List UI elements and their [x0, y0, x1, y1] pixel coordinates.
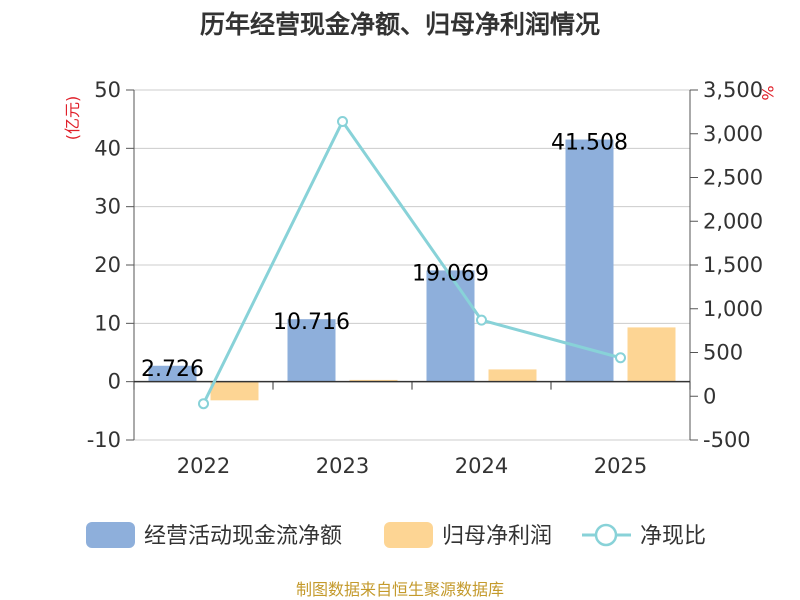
- right-tick-label: 1,000: [703, 297, 763, 321]
- bar-cashflow: [565, 139, 614, 382]
- bar-series: [148, 139, 676, 401]
- data-labels: 2.726 10.716 19.069 41.508: [141, 131, 628, 382]
- left-axis-unit: (亿元): [63, 96, 82, 141]
- legend-label-cashflow: 经营活动现金流净额: [144, 524, 342, 549]
- bar-cashflow: [148, 365, 197, 382]
- left-tick-label: 10: [94, 311, 121, 335]
- right-tick-label: 0: [703, 384, 716, 408]
- x-axis-ticks: 2022 2023 2024 2025: [177, 454, 647, 478]
- bar-net-profit: [627, 327, 676, 382]
- line-series: [198, 116, 626, 410]
- x-tick-label: 2023: [316, 454, 369, 478]
- line-point: [337, 116, 348, 127]
- left-tick-label: -10: [87, 428, 121, 452]
- bar-cashflow: [287, 319, 336, 382]
- legend-label-ratio: 净现比: [640, 524, 706, 549]
- right-tick-label: 1,500: [703, 253, 763, 277]
- legend-label-net-profit: 归母净利润: [442, 524, 552, 549]
- right-axis-unit: %: [758, 85, 777, 100]
- x-axis: [133, 380, 691, 390]
- right-tick-label: 3,000: [703, 122, 763, 146]
- x-tick-label: 2022: [177, 454, 230, 478]
- line-point: [198, 398, 209, 410]
- left-tick-label: 40: [94, 136, 121, 160]
- line-ratio: [202, 118, 621, 405]
- left-tick-label: 30: [94, 195, 121, 219]
- bar-net-profit: [349, 379, 398, 382]
- data-label-cashflow: 41.508: [551, 131, 628, 156]
- right-tick-label: 500: [703, 341, 743, 365]
- line-point: [476, 314, 487, 326]
- right-tick-label: 2,500: [703, 166, 763, 190]
- x-tick-label: 2024: [455, 454, 508, 478]
- legend: 经营活动现金流净额 归母净利润 净现比: [86, 522, 706, 549]
- legend-swatch-net-profit: [384, 522, 433, 548]
- bar-net-profit: [210, 381, 259, 401]
- left-tick-label: 0: [108, 370, 121, 394]
- source-note: 制图数据来自恒生聚源数据库: [296, 580, 504, 599]
- bar-net-profit: [488, 369, 537, 382]
- legend-marker-ratio: [594, 523, 618, 547]
- right-tick-label: 2,000: [703, 209, 763, 233]
- right-tick-label: -500: [703, 428, 751, 452]
- right-axis: 3,500 3,000 2,500 2,000 1,500 1,000 500 0 -500: [689, 78, 763, 452]
- chart-title: 历年经营现金净额、归母净利润情况: [200, 10, 600, 39]
- legend-swatch-cashflow: [86, 522, 135, 548]
- left-axis: 50 40 30 20 10 0 -10: [87, 78, 135, 452]
- right-tick-label: 3,500: [703, 78, 763, 102]
- left-tick-label: 50: [94, 78, 121, 102]
- x-tick-label: 2025: [594, 454, 647, 478]
- data-label-cashflow: 10.716: [273, 310, 350, 335]
- data-label-cashflow: 19.069: [412, 261, 489, 286]
- bar-cashflow: [426, 270, 475, 382]
- left-tick-label: 20: [94, 253, 121, 277]
- data-label-cashflow: 2.726: [141, 357, 204, 382]
- line-point: [615, 352, 626, 364]
